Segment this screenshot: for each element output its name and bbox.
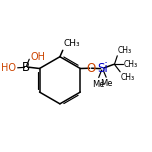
Text: CH₃: CH₃ xyxy=(123,60,137,69)
Text: Me: Me xyxy=(92,80,105,89)
Text: B: B xyxy=(22,61,30,74)
Text: Si: Si xyxy=(97,62,108,75)
Text: HO: HO xyxy=(1,63,16,73)
Text: O: O xyxy=(86,62,95,75)
Text: CH₃: CH₃ xyxy=(64,39,81,48)
Text: Me: Me xyxy=(100,79,113,88)
Text: CH₃: CH₃ xyxy=(120,73,135,81)
Text: CH₃: CH₃ xyxy=(118,46,132,55)
Text: OH: OH xyxy=(30,52,45,62)
